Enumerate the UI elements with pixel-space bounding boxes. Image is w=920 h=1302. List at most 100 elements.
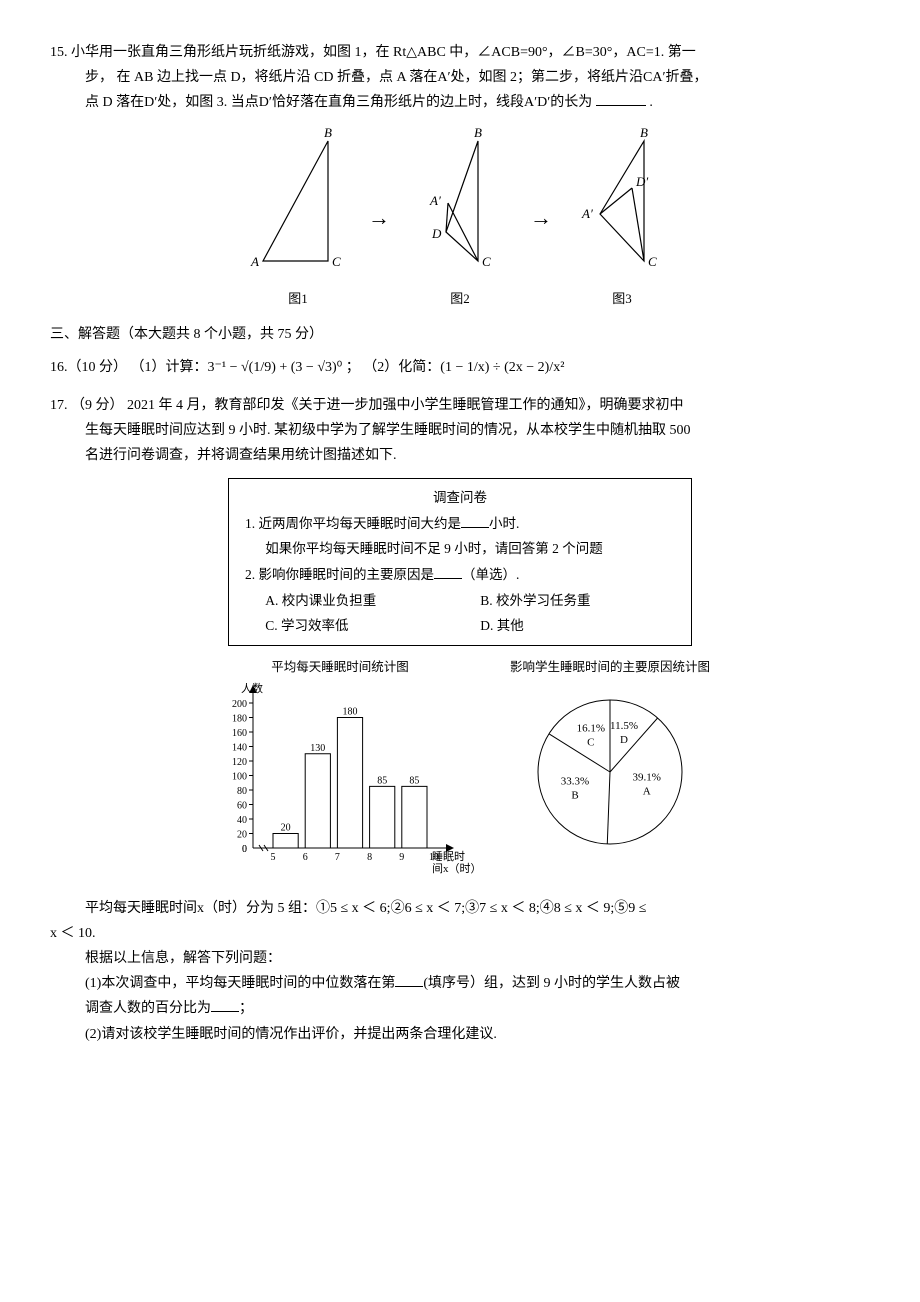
svg-text:140: 140 (232, 743, 247, 754)
q15-line2: 步， 在 AB 边上找一点 D，将纸片沿 CD 折叠，点 A 落在A′处，如图 … (50, 65, 870, 90)
svg-text:7: 7 (335, 852, 340, 863)
q17-sub1-line1: (1)本次调查中，平均每天睡眠时间的中位数落在第(填序号）组，达到 9 小时的学… (50, 971, 870, 996)
svg-text:D′: D′ (635, 174, 648, 189)
q17-sub1-blank2 (211, 997, 239, 1012)
q15-text1: 小华用一张直角三角形纸片玩折纸游戏，如图 1，在 Rt△ABC 中，∠ACB=9… (71, 45, 696, 60)
fig1-wrap: ACB 图1 (238, 126, 358, 311)
q17-sub1b: (填序号）组，达到 9 小时的学生人数占被 (423, 976, 680, 991)
svg-text:间x（时）: 间x（时） (432, 862, 475, 875)
survey-options: A. 校内课业负担重 B. 校外学习任务重 C. 学习效率低 D. 其他 (245, 588, 675, 639)
svg-text:9: 9 (399, 852, 404, 863)
svg-text:11.5%: 11.5% (610, 720, 638, 732)
q17-sub2: (2)请对该校学生睡眠时间的情况作出评价，并提出两条合理化建议. (50, 1022, 870, 1047)
q17-after1: 根据以上信息，解答下列问题： (50, 946, 870, 971)
svg-text:C: C (648, 254, 657, 269)
svg-text:130: 130 (310, 743, 325, 754)
svg-text:B: B (474, 126, 482, 140)
q17-groups1: 平均每天睡眠时间x（时）分为 5 组：①5 ≤ x ＜ 6;②6 ≤ x ＜ 7… (50, 896, 870, 921)
svg-text:A′: A′ (581, 206, 593, 221)
q17-sub1-blank1 (395, 972, 423, 987)
q15-figures: ACB 图1 → D A′ C B 图2 → A′ D′ C B 图3 (50, 126, 870, 311)
survey-title: 调查问卷 (245, 485, 675, 511)
q17-p3: 名进行问卷调查，并将调查结果用统计图描述如下. (50, 443, 870, 468)
survey-blank2 (434, 565, 462, 580)
survey-box: 调查问卷 1. 近两周你平均每天睡眠时间大约是 小时. 如果你平均每天睡眠时间不足… (228, 478, 692, 646)
svg-text:B: B (571, 790, 578, 802)
q15-line3: 点 D 落在D′处，如图 3. 当点D′恰好落在直角三角形纸片的边上时，线段A′… (50, 90, 870, 115)
survey-l1b: 小时. (489, 516, 519, 531)
svg-text:C: C (482, 254, 491, 269)
svg-text:6: 6 (303, 852, 308, 863)
svg-text:A: A (643, 786, 651, 798)
charts-row: 平均每天睡眠时间统计图 020406080100120140160180200人… (50, 656, 870, 890)
survey-line3: 2. 影响你睡眠时间的主要原因是 （单选）. (245, 562, 675, 588)
survey-l3a: 2. 影响你睡眠时间的主要原因是 (245, 567, 434, 582)
svg-text:A: A (250, 254, 259, 269)
survey-l3b: （单选）. (462, 567, 519, 582)
triangle-fig3: A′ D′ C B (562, 126, 682, 276)
survey-optB: B. 校外学习任务重 (460, 588, 675, 614)
q17-p2: 生每天睡眠时间应达到 9 小时. 某初级中学为了解学生睡眠时间的情况，从本校学生… (50, 418, 870, 443)
q17-groups2: x ＜ 10. (50, 921, 870, 946)
fig2-caption: 图2 (400, 287, 520, 310)
svg-text:120: 120 (232, 757, 247, 768)
q15-text3end: . (649, 95, 653, 110)
svg-text:85: 85 (409, 776, 419, 787)
bar-chart: 020406080100120140160180200人数睡眠时间x（时）567… (205, 680, 475, 880)
fig2-wrap: D A′ C B 图2 (400, 126, 520, 311)
triangle-fig1: ACB (238, 126, 358, 276)
svg-text:8: 8 (367, 852, 372, 863)
survey-optA: A. 校内课业负担重 (245, 588, 460, 614)
svg-text:B: B (640, 126, 648, 140)
question-16: 16.（10 分） （1）计算：3⁻¹ − √(1/9) + (3 − √3)⁰… (50, 355, 870, 380)
survey-optD: D. 其他 (460, 613, 675, 639)
survey-optC: C. 学习效率低 (245, 613, 460, 639)
q15-line1: 15. 小华用一张直角三角形纸片玩折纸游戏，如图 1，在 Rt△ABC 中，∠A… (50, 40, 870, 65)
svg-text:80: 80 (237, 786, 247, 797)
arrow-icon-2: → (530, 198, 552, 238)
svg-text:20: 20 (237, 830, 247, 841)
fig3-wrap: A′ D′ C B 图3 (562, 126, 682, 311)
svg-text:C: C (587, 737, 594, 749)
svg-text:85: 85 (377, 776, 387, 787)
svg-text:16.1%: 16.1% (577, 723, 605, 735)
q15-num: 15. (50, 45, 68, 60)
svg-text:D: D (620, 734, 628, 746)
q17-sub1c: 调查人数的百分比为 (85, 1001, 211, 1016)
svg-text:10: 10 (429, 852, 439, 863)
q17-pts: （9 分） (71, 398, 124, 413)
svg-text:180: 180 (232, 714, 247, 725)
triangle-fig2: D A′ C B (400, 126, 520, 276)
svg-text:60: 60 (237, 801, 247, 812)
q15-text3: 点 D 落在D′处，如图 3. 当点D′恰好落在直角三角形纸片的边上时，线段A′… (85, 95, 592, 110)
svg-text:B: B (324, 126, 332, 140)
svg-text:33.3%: 33.3% (561, 776, 589, 788)
pie-chart-wrap: 影响学生睡眠时间的主要原因统计图 11.5% D 39.1% A 33.3% B 16.1%… (505, 656, 715, 890)
svg-text:180: 180 (343, 707, 358, 718)
q16-line: 16.（10 分） （1）计算：3⁻¹ − √(1/9) + (3 − √3)⁰… (50, 355, 870, 380)
survey-line1: 1. 近两周你平均每天睡眠时间大约是 小时. (245, 511, 675, 537)
svg-text:D: D (431, 226, 442, 241)
svg-text:A′: A′ (429, 193, 441, 208)
svg-text:100: 100 (232, 772, 247, 783)
svg-text:39.1%: 39.1% (633, 772, 661, 784)
q17-l1: 17. （9 分） 2021 年 4 月，教育部印发《关于进一步加强中小学生睡眠… (50, 393, 870, 418)
pie-chart: 11.5% D 39.1% A 33.3% B 16.1% C (505, 680, 715, 860)
survey-line2: 如果你平均每天睡眠时间不足 9 小时，请回答第 2 个问题 (245, 536, 675, 562)
fig3-caption: 图3 (562, 287, 682, 310)
fig1-caption: 图1 (238, 287, 358, 310)
q15-blank (596, 91, 646, 106)
question-15: 15. 小华用一张直角三角形纸片玩折纸游戏，如图 1，在 Rt△ABC 中，∠A… (50, 40, 870, 310)
survey-l1a: 1. 近两周你平均每天睡眠时间大约是 (245, 516, 461, 531)
svg-text:20: 20 (281, 823, 291, 834)
pie-chart-title: 影响学生睡眠时间的主要原因统计图 (505, 656, 715, 679)
q17-p1: 2021 年 4 月，教育部印发《关于进一步加强中小学生睡眠管理工作的通知》，明… (127, 398, 684, 413)
svg-text:160: 160 (232, 728, 247, 739)
arrow-icon-1: → (368, 198, 390, 238)
question-17: 17. （9 分） 2021 年 4 月，教育部印发《关于进一步加强中小学生睡眠… (50, 393, 870, 1047)
q17-sub1d: ； (239, 1001, 253, 1016)
q17-num: 17. (50, 398, 68, 413)
bar-chart-title: 平均每天睡眠时间统计图 (205, 656, 475, 679)
svg-text:人数: 人数 (241, 682, 263, 695)
svg-text:200: 200 (232, 699, 247, 710)
